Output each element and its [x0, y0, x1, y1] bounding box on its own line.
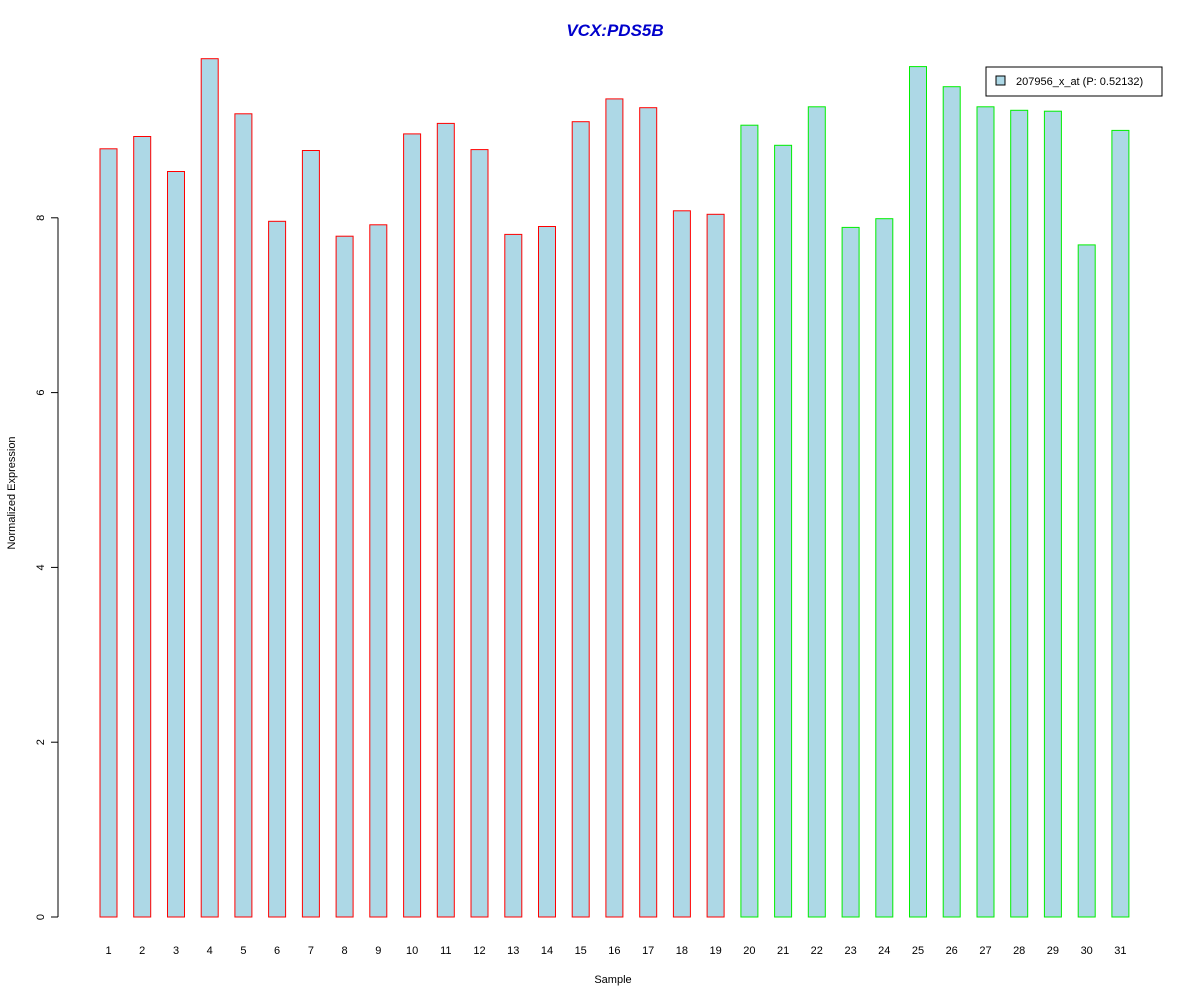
x-tick-label: 7 — [308, 945, 314, 957]
bar-sample-4 — [200, 58, 219, 918]
bar-sample-13 — [504, 233, 523, 918]
legend-swatch — [995, 75, 1006, 86]
bar-sample-16 — [605, 98, 624, 918]
bar-sample-11 — [436, 122, 455, 918]
bar-sample-30 — [1077, 244, 1096, 918]
x-tick-label: 5 — [240, 945, 246, 957]
bar-sample-23 — [841, 226, 860, 918]
bars-layer — [99, 58, 1130, 918]
bar-sample-2 — [133, 136, 152, 918]
x-tick-label: 21 — [777, 945, 789, 957]
bar-sample-9 — [369, 224, 388, 918]
x-tick-label: 11 — [440, 945, 451, 957]
x-tick-label: 30 — [1081, 945, 1093, 957]
x-tick-label: 12 — [473, 945, 485, 957]
y-tick-label: 2 — [35, 739, 47, 745]
bar-sample-28 — [1010, 109, 1029, 918]
x-tick-label: 13 — [507, 945, 519, 957]
y-tick-label: 0 — [35, 914, 47, 920]
bar-sample-24 — [875, 218, 894, 918]
bar-sample-6 — [268, 220, 287, 918]
y-tick-label: 6 — [35, 390, 47, 396]
bar-sample-3 — [167, 171, 185, 918]
bar-sample-15 — [571, 121, 590, 918]
x-tick-label: 1 — [105, 945, 111, 957]
bar-sample-17 — [639, 107, 658, 918]
x-tick-label: 24 — [878, 945, 890, 957]
chart-title: VCX:PDS5B — [566, 21, 663, 40]
x-tick-label: 23 — [844, 945, 856, 957]
y-axis: 0 2 4 6 8 — [35, 215, 59, 920]
bar-sample-19 — [706, 213, 725, 918]
x-tick-label: 4 — [207, 945, 213, 957]
x-tick-label: 20 — [743, 945, 755, 957]
legend: 207956_x_at (P: 0.52132) — [985, 66, 1163, 97]
legend-box — [985, 66, 1163, 97]
bar-sample-21 — [774, 144, 793, 918]
x-tick-label: 9 — [375, 945, 381, 957]
x-tick-label: 15 — [575, 945, 587, 957]
x-tick-label: 3 — [173, 945, 179, 957]
x-tick-label: 18 — [676, 945, 688, 957]
bar-sample-27 — [976, 106, 995, 918]
x-tick-label: 14 — [541, 945, 553, 957]
bar-sample-29 — [1043, 110, 1062, 918]
x-tick-label: 17 — [642, 945, 654, 957]
x-tick-label: 8 — [342, 945, 348, 957]
x-tick-label: 16 — [608, 945, 620, 957]
x-tick-label: 26 — [946, 945, 958, 957]
x-tick-label: 28 — [1013, 945, 1025, 957]
x-tick-label: 31 — [1114, 945, 1126, 957]
x-tick-label: 29 — [1047, 945, 1059, 957]
bar-sample-18 — [672, 210, 691, 918]
legend-label: 207956_x_at (P: 0.52132) — [1016, 76, 1143, 88]
x-tick-label: 27 — [979, 945, 991, 957]
x-tick-label: 6 — [274, 945, 280, 957]
bar-sample-10 — [403, 133, 422, 918]
bar-sample-12 — [470, 149, 489, 918]
x-tick-label: 25 — [912, 945, 924, 957]
bar-sample-1 — [99, 148, 118, 918]
bar-sample-14 — [538, 226, 556, 918]
x-tick-label: 2 — [139, 945, 145, 957]
x-tick-label: 22 — [811, 945, 823, 957]
bar-sample-25 — [909, 66, 927, 918]
bar-sample-31 — [1111, 129, 1130, 918]
bar-sample-26 — [942, 86, 961, 918]
bar-sample-20 — [740, 124, 759, 918]
x-axis: 1 2 3 4 5 6 7 8 9 10 11 12 13 14 15 16 17 18 19 20 21 22 23 24 2… — [105, 945, 1126, 957]
bar-sample-5 — [234, 113, 253, 918]
bar-sample-7 — [301, 150, 320, 918]
y-tick-label: 8 — [35, 215, 47, 221]
y-axis-label: Normalized Expression — [6, 436, 18, 549]
x-axis-label: Sample — [594, 974, 631, 986]
bar-sample-8 — [335, 235, 354, 918]
y-tick-label: 4 — [35, 564, 47, 570]
x-tick-label: 10 — [406, 945, 418, 957]
x-tick-label: 19 — [709, 945, 721, 957]
bar-sample-22 — [807, 106, 826, 918]
